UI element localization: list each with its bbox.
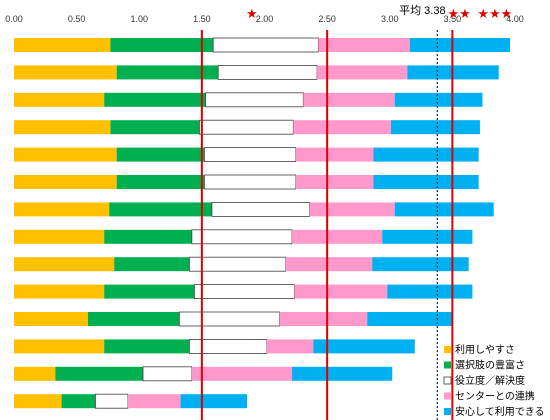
bar-segment (116, 65, 219, 80)
bar-segment (109, 202, 212, 217)
bar-segment (110, 38, 214, 52)
bar-segment (110, 120, 200, 135)
bar-segment (61, 394, 96, 409)
bar-segment (14, 175, 117, 189)
bar-segment (104, 229, 192, 244)
bar-segment (212, 37, 319, 53)
bar-segment (372, 257, 469, 272)
legend-label: 役立度／解決度 (455, 374, 525, 387)
bar-segment (104, 339, 190, 354)
legend-label: 利用しやすさ (455, 344, 515, 356)
bar-segment (14, 339, 105, 354)
bar-segment (14, 202, 110, 217)
bar-segment (317, 65, 408, 80)
legend-swatch (444, 392, 451, 400)
bar-segment (409, 38, 510, 52)
bar-segment (14, 284, 105, 299)
legend-swatch (444, 408, 451, 415)
x-tick-label: 0.00 (5, 14, 23, 24)
bar-segment (217, 65, 318, 80)
x-tick-label: 1.50 (193, 14, 211, 24)
bar-segment (188, 256, 287, 272)
bar-segment (87, 312, 180, 326)
bar-segment (295, 175, 374, 189)
bar-segment (14, 65, 117, 80)
legend-swatch (444, 346, 451, 353)
bar-segment (203, 147, 297, 163)
x-tick-label: 3.50 (444, 14, 462, 24)
bar-segment (373, 175, 479, 189)
bar-segment (394, 92, 483, 107)
bar-area (14, 37, 510, 409)
x-tick-label: 4.00 (506, 14, 524, 24)
x-tick-label: 2.50 (318, 14, 336, 24)
bar-segment (14, 257, 115, 272)
bar-segment (293, 120, 392, 135)
annotations: ★ ★★平均 3.38 ★★★ (246, 4, 512, 22)
bar-segment (373, 147, 479, 162)
bar-segment (191, 229, 293, 245)
bar-segment (313, 339, 415, 354)
bar-segment (267, 339, 314, 354)
bar-segment (14, 147, 117, 162)
bar-segment (14, 312, 88, 326)
bar-segment (127, 394, 181, 409)
bar-segment (116, 147, 205, 162)
bar-segment (292, 229, 383, 244)
bar-segment (55, 366, 144, 381)
x-tick-label: 3.00 (381, 14, 399, 24)
bar-segment (318, 38, 410, 52)
star-three: ★★★ (477, 7, 512, 22)
bar-segment (104, 92, 206, 107)
bar-segment (382, 229, 473, 244)
legend-swatch (444, 361, 451, 369)
reference-lines (200, 30, 454, 420)
x-tick-label: 0.50 (68, 14, 86, 24)
bar-segment (193, 284, 295, 300)
legend-label: センターとの連携 (455, 390, 535, 403)
bar-segment (14, 229, 105, 244)
bar-segment (391, 120, 480, 135)
bar-segment (285, 257, 373, 272)
bar-segment (116, 175, 205, 189)
bar-segment (303, 92, 395, 107)
bar-segment (180, 394, 247, 409)
bar-segment (14, 394, 62, 409)
bar-segment (387, 284, 473, 299)
bar-segment (178, 311, 280, 327)
star-two: ★★ (447, 7, 470, 22)
bar-segment (295, 147, 374, 162)
legend-swatch (443, 376, 452, 385)
bar-segment (14, 366, 56, 381)
bar-segment (104, 284, 195, 299)
bar-segment (279, 312, 368, 326)
bar-segment (114, 257, 190, 272)
x-axis-ticks: 0.00 0.50 1.00 1.50 2.00 2.50 3.00 3.50 4.00 (5, 14, 524, 24)
bar-segment (394, 202, 494, 217)
bar-segment (191, 366, 293, 381)
bar-segment (203, 174, 297, 190)
bar-segment (294, 284, 388, 299)
bar-segment (367, 312, 453, 326)
x-tick-label: 2.00 (256, 14, 274, 24)
star-one: ★ (246, 7, 258, 22)
average-label: 平均 3.38 (399, 4, 445, 17)
bar-segment (198, 119, 294, 135)
legend-label: 選択肢の豊富さ (455, 359, 525, 372)
bar-segment (14, 92, 105, 107)
bar-segment (205, 92, 304, 108)
legend-label: 安心して利用できる (455, 405, 545, 418)
bar-segment (309, 202, 395, 217)
x-tick-label: 1.00 (130, 14, 148, 24)
bar-segment (211, 201, 310, 217)
bar-segment (14, 38, 111, 52)
bar-segment (292, 366, 393, 381)
bar-segment (14, 120, 111, 135)
bar-segment (95, 393, 129, 409)
bar-segment (142, 366, 193, 382)
